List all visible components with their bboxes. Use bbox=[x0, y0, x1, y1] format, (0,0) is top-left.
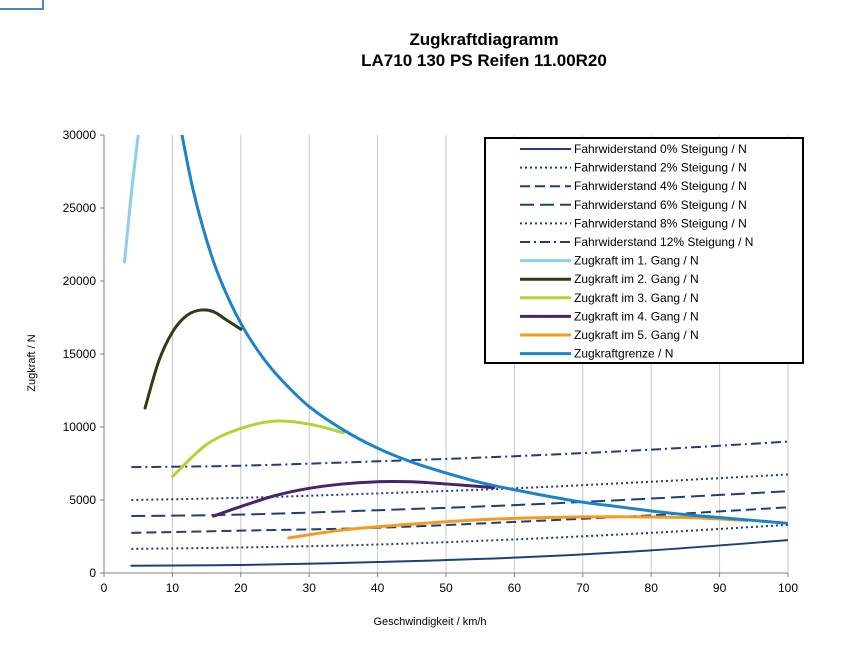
legend-label: Zugkraft im 1. Gang / N bbox=[574, 254, 699, 268]
series-line-10 bbox=[211, 479, 496, 518]
legend-label: Fahrwiderstand 6% Steigung / N bbox=[574, 198, 747, 212]
x-tick-label: 50 bbox=[439, 581, 453, 595]
legend-label: Zugkraft im 3. Gang / N bbox=[574, 291, 699, 305]
x-tick-label: 60 bbox=[508, 581, 522, 595]
y-tick-label: 0 bbox=[89, 566, 96, 580]
x-tick-label: 80 bbox=[645, 581, 659, 595]
x-tick-labels: 0 10 20 30 40 50 60 70 80 90 100 bbox=[101, 573, 798, 595]
x-tick-label: 100 bbox=[778, 581, 798, 595]
series-line-2 bbox=[131, 523, 788, 550]
legend-label: Fahrwiderstand 2% Steigung / N bbox=[574, 161, 747, 175]
y-tick-label: 10000 bbox=[63, 420, 97, 434]
series-line-3 bbox=[131, 506, 788, 534]
legend-label: Zugkraft im 4. Gang / N bbox=[574, 309, 699, 323]
series-line-6 bbox=[131, 440, 788, 469]
series-line-7 bbox=[123, 135, 140, 264]
series-line-4 bbox=[131, 490, 788, 518]
series-line-8 bbox=[143, 308, 243, 410]
x-tick-label: 10 bbox=[166, 581, 180, 595]
x-tick-label: 20 bbox=[234, 581, 248, 595]
x-tick-label: 0 bbox=[101, 581, 108, 595]
y-tick-label: 5000 bbox=[69, 493, 96, 507]
x-tick-label: 70 bbox=[576, 581, 590, 595]
series-line-11 bbox=[287, 515, 749, 540]
y-axis-label: Zugkraft / N bbox=[26, 334, 38, 392]
legend-label: Fahrwiderstand 8% Steigung / N bbox=[574, 216, 747, 230]
y-tick-label: 15000 bbox=[63, 347, 97, 361]
series-lines bbox=[123, 135, 788, 567]
window-corner-marker bbox=[0, 0, 44, 10]
y-tick-labels: 0 5000 10000 15000 20000 25000 30000 bbox=[63, 128, 104, 580]
legend-label: Fahrwiderstand 0% Steigung / N bbox=[574, 142, 747, 156]
series-line-12 bbox=[180, 135, 788, 525]
legend-box bbox=[484, 137, 804, 364]
legend-label: Zugkraft im 5. Gang / N bbox=[574, 328, 699, 342]
y-tick-label: 20000 bbox=[63, 274, 97, 288]
legend-label: Zugkraft im 2. Gang / N bbox=[574, 272, 699, 286]
legend-label: Zugkraftgrenze / N bbox=[574, 347, 673, 361]
x-tick-label: 30 bbox=[303, 581, 317, 595]
y-tick-label: 30000 bbox=[63, 128, 97, 142]
series-line-5 bbox=[131, 473, 788, 501]
series-line-9 bbox=[170, 419, 345, 479]
legend-label: Fahrwiderstand 12% Steigung / N bbox=[574, 235, 753, 249]
legend: Fahrwiderstand 0% Steigung / N Fahrwiders… bbox=[484, 137, 804, 364]
x-tick-label: 40 bbox=[371, 581, 385, 595]
series-line-1 bbox=[130, 539, 788, 567]
chart-title-line-2: LA710 130 PS Reifen 11.00R20 bbox=[361, 51, 607, 70]
y-tick-label: 25000 bbox=[63, 201, 97, 215]
x-axis-label: Geschwindigkeit / km/h bbox=[373, 616, 486, 628]
x-tick-label: 90 bbox=[713, 581, 727, 595]
legend-label: Fahrwiderstand 4% Steigung / N bbox=[574, 179, 747, 193]
chart-title-line-1: Zugkraftdiagramm bbox=[409, 30, 558, 49]
